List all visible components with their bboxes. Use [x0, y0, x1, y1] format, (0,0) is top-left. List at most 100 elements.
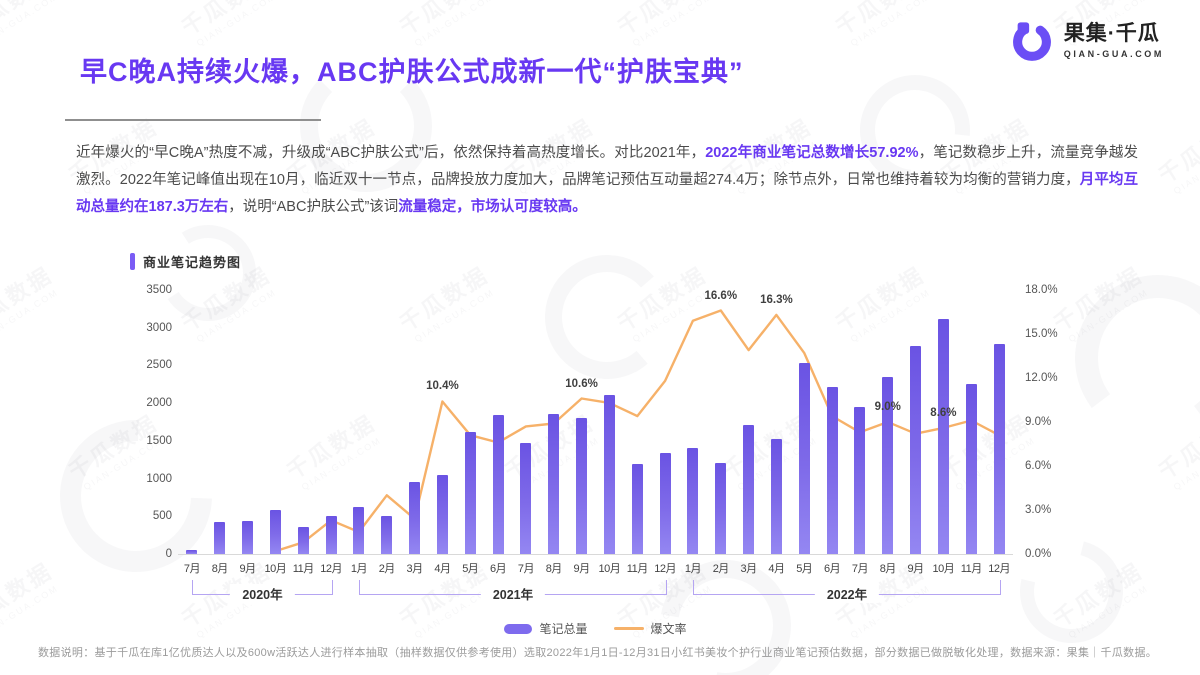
x-axis-label: 9月: [239, 563, 257, 575]
chart-title: 商业笔记趋势图: [143, 255, 242, 270]
right-axis-label: 9.0%: [1025, 416, 1052, 428]
right-axis-label: 3.0%: [1025, 504, 1052, 516]
bar-note-volume: [993, 344, 1005, 554]
brand-domain: QIAN-GUA.COM: [1063, 48, 1164, 59]
brand-text: 果集·千瓜 QIAN-GUA.COM: [1063, 22, 1164, 59]
x-axis-label: 10月: [932, 563, 955, 575]
x-axis-label: 5月: [462, 563, 479, 575]
x-axis-label: 12月: [988, 563, 1010, 575]
right-axis-label: 0.0%: [1025, 548, 1052, 560]
watermark-ring: [1064, 264, 1200, 452]
right-axis-label: 18.0%: [1025, 284, 1058, 296]
left-axis-label: 2000: [146, 397, 172, 410]
text-run: 近年爆火的“早C晚A”热度不减，升级成“ABC护肤公式”后，依然保持着高热度增长…: [76, 145, 706, 161]
bar-note-volume: [576, 418, 588, 554]
year-bracket-label: 2021年: [480, 584, 546, 603]
bar-note-volume: [910, 345, 922, 554]
legend-item: 笔记总量: [504, 620, 588, 637]
bar-note-volume: [631, 464, 643, 554]
left-axis-label: 3000: [146, 321, 172, 334]
left-axis-label: 1000: [146, 472, 172, 485]
x-axis-label: 7月: [183, 563, 201, 575]
line-point-label: 9.0%: [874, 401, 901, 413]
bar-note-volume: [269, 510, 281, 554]
chart-section: 商业笔记趋势图 笔记总量 爆文率 0 500 1000 1500 2000 2500 3000…: [130, 252, 1080, 652]
brand-name: 果集·千瓜: [1063, 22, 1160, 46]
line-point-label: 10.4%: [426, 380, 459, 393]
bar-note-volume: [436, 474, 448, 554]
year-bracket-label: 2020年: [230, 584, 295, 603]
footer-note: 数据说明：基于千瓜在库1亿优质达人以及600w活跃达人进行样本抽取（抽样数据仅供…: [38, 647, 1158, 659]
bar-note-volume: [743, 425, 755, 554]
bar-note-volume: [882, 377, 894, 554]
right-axis-label: 6.0%: [1025, 460, 1052, 472]
bar-note-volume: [937, 319, 949, 554]
bar-note-volume: [409, 482, 421, 554]
year-bracket: 2020年: [191, 580, 334, 603]
line-point-label: 8.6%: [930, 406, 957, 419]
x-axis-label: 6月: [490, 563, 507, 575]
x-axis-line: [178, 554, 1013, 555]
x-axis-label: 8月: [545, 563, 563, 575]
year-bracket: 2021年: [358, 580, 668, 603]
bar-note-volume: [603, 394, 615, 554]
brand-logo-icon: [1012, 22, 1051, 61]
legend: 笔记总量 爆文率: [178, 620, 1013, 637]
trend-line: [274, 309, 1001, 553]
chart-title-accent-bar: [130, 253, 135, 270]
line-point-label: 16.6%: [704, 289, 738, 302]
bar-note-volume: [520, 443, 532, 554]
bar-note-volume: [214, 522, 226, 554]
highlight-text: 月平均互动总量约在187.3万左右: [76, 172, 1139, 215]
bar-note-volume: [548, 414, 560, 554]
x-axis-label: 10月: [264, 563, 287, 575]
right-axis-label: 12.0%: [1025, 372, 1058, 384]
body-paragraph: 近年爆火的“早C晚A”热度不减，升级成“ABC护肤公式”后，依然保持着高热度增长…: [76, 140, 1138, 221]
line-point-label: 10.6%: [565, 377, 598, 390]
x-axis-label: 8月: [211, 563, 229, 575]
bar-note-volume: [798, 363, 810, 554]
page-title: 早C晚A持续火爆，ABC护肤公式成新一代“护肤宝典”: [80, 57, 744, 87]
left-axis-label: 500: [152, 510, 172, 523]
bar-note-volume: [381, 516, 393, 554]
x-axis-label: 1月: [684, 563, 702, 575]
x-axis-label: 5月: [796, 563, 813, 575]
burst-rate-line: [274, 309, 1001, 553]
legend-line-swatch: [613, 627, 644, 630]
legend-bar-swatch: [504, 623, 533, 634]
x-axis-label: 1月: [350, 563, 368, 575]
x-axis-label: 2月: [378, 563, 396, 575]
bar-note-volume: [826, 386, 838, 554]
highlight-text: 2022年商业笔记总数增长57.92%: [705, 145, 919, 161]
x-axis-label: 3月: [406, 563, 424, 575]
x-axis-label: 2月: [712, 563, 730, 575]
legend-label: 爆文率: [650, 622, 687, 636]
bar-note-volume: [659, 452, 671, 554]
highlight-text: 流量稳定，市场认可度较高。: [398, 199, 587, 215]
x-axis-label: 11月: [292, 563, 314, 575]
bar-note-volume: [464, 431, 476, 554]
x-axis-label: 10月: [598, 563, 621, 575]
x-axis-label: 7月: [517, 563, 535, 575]
bar-note-volume: [353, 507, 365, 554]
chart-header: 商业笔记趋势图: [130, 252, 241, 271]
legend-item: 爆文率: [613, 620, 687, 637]
left-axis-label: 1500: [146, 434, 172, 447]
x-axis-label: 12月: [320, 563, 342, 575]
right-axis-label: 15.0%: [1025, 328, 1058, 340]
x-axis-label: 11月: [960, 563, 982, 575]
bar-note-volume: [297, 526, 309, 554]
bar-note-volume: [687, 448, 699, 554]
bar-note-volume: [965, 383, 977, 554]
bar-note-volume: [770, 438, 782, 554]
x-axis-label: 9月: [907, 563, 925, 575]
